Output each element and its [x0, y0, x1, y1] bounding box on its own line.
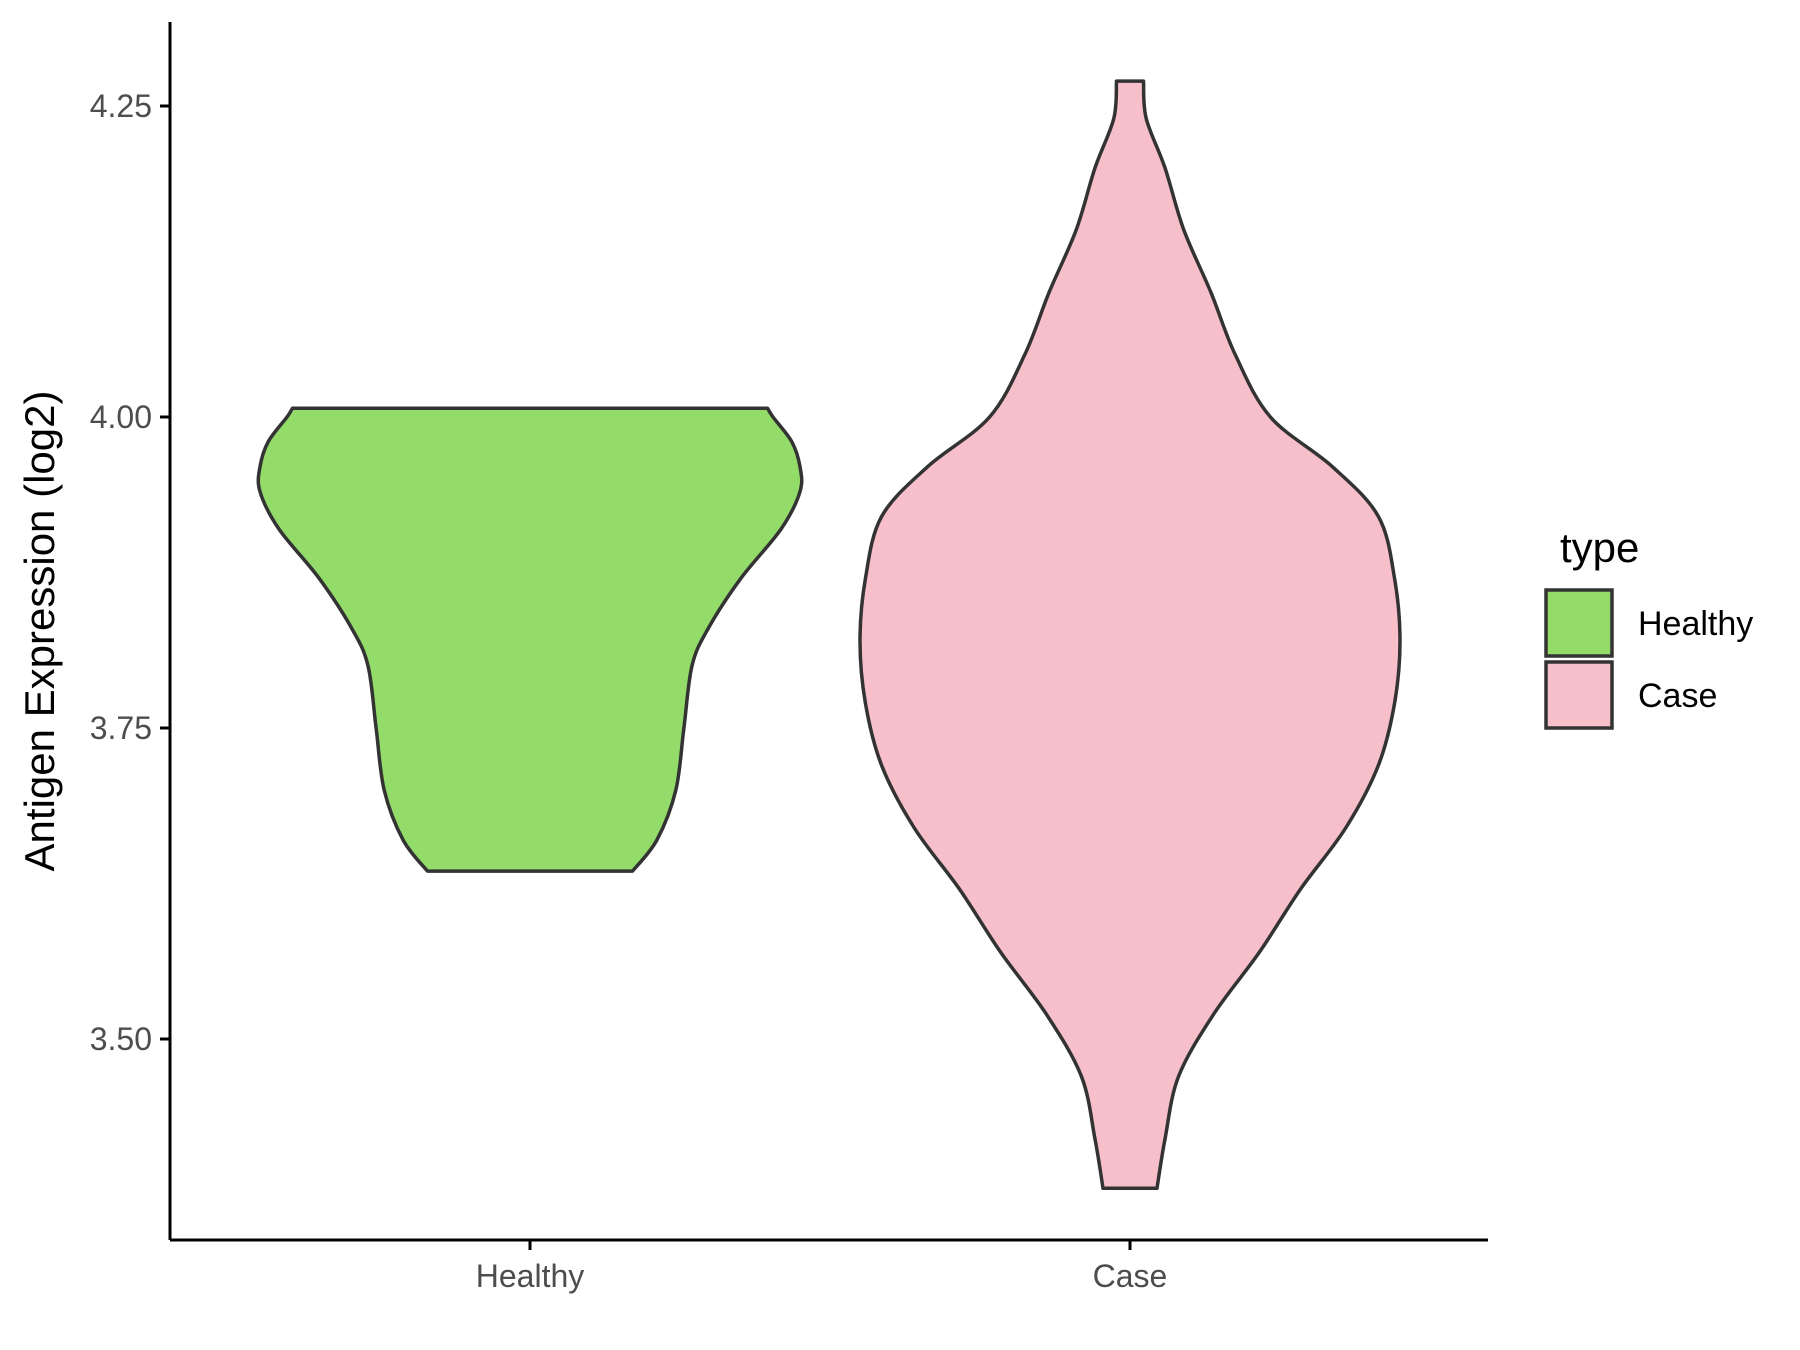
y-tick-label: 4.25: [90, 88, 152, 124]
y-axis-title: Antigen Expression (log2): [16, 391, 63, 872]
legend-label-case: Case: [1638, 677, 1717, 715]
y-tick-label: 4.00: [90, 399, 152, 435]
legend-key-case: [1544, 660, 1614, 730]
y-tick-label: 3.50: [90, 1021, 152, 1057]
violin-healthy: [256, 406, 804, 873]
legend-key-healthy: [1544, 588, 1614, 658]
x-tick-label: Healthy: [476, 1258, 585, 1294]
violin-case: [858, 79, 1402, 1191]
legend-label-healthy: Healthy: [1638, 605, 1753, 643]
x-ticks: Healthy Case: [476, 1240, 1168, 1294]
y-ticks: 3.50 3.75 4.00 4.25: [90, 88, 170, 1057]
legend-title: type: [1560, 524, 1639, 571]
x-tick-label: Case: [1093, 1258, 1168, 1294]
plot-area: [256, 79, 1402, 1191]
y-tick-label: 3.75: [90, 710, 152, 746]
legend: type Healthy Case: [1544, 524, 1753, 730]
legend-items: Healthy Case: [1544, 588, 1753, 730]
